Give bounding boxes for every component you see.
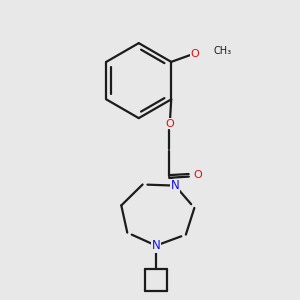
- Text: O: O: [194, 170, 202, 180]
- Text: CH₃: CH₃: [213, 46, 231, 56]
- Text: N: N: [152, 239, 160, 252]
- Text: O: O: [190, 49, 199, 58]
- Text: O: O: [165, 119, 174, 129]
- Text: N: N: [171, 179, 179, 192]
